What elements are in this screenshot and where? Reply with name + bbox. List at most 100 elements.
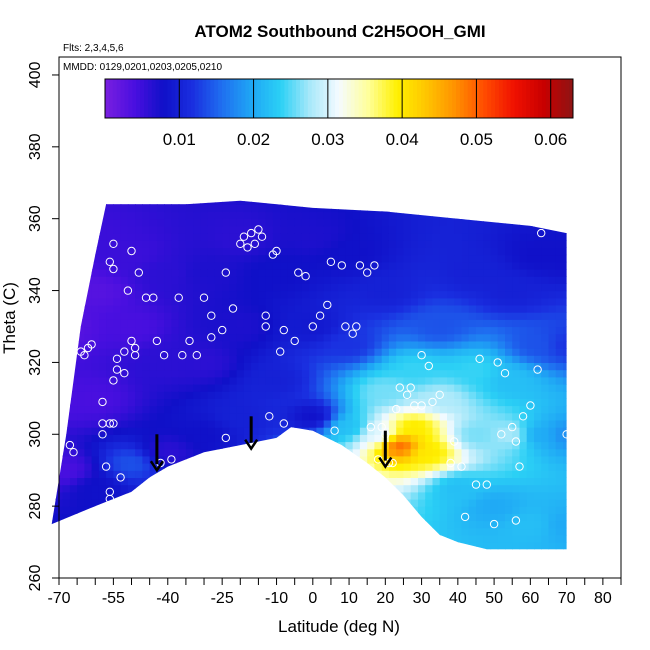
heatmap-cell — [214, 470, 223, 478]
heatmap-cell — [468, 455, 477, 464]
heatmap-cell — [251, 247, 260, 256]
heatmap-cell — [330, 240, 339, 248]
colorbar-swatch — [268, 79, 274, 118]
heatmap-cell — [280, 362, 289, 371]
heatmap-cell — [403, 448, 412, 457]
heatmap-cell — [541, 455, 550, 464]
heatmap-cell — [548, 297, 557, 306]
heatmap-cell — [98, 304, 107, 313]
heatmap-cell — [287, 190, 295, 198]
heatmap-cell — [374, 218, 383, 227]
heatmap-cell — [272, 261, 281, 270]
heatmap-cell — [563, 254, 567, 263]
heatmap-cell — [352, 333, 361, 342]
heatmap-cell — [287, 376, 296, 385]
heatmap-cell — [142, 269, 151, 277]
heatmap-cell — [265, 448, 274, 457]
heatmap-cell — [483, 211, 492, 220]
heatmap-cell — [555, 283, 564, 292]
heatmap-cell — [142, 319, 151, 328]
heatmap-cell — [461, 542, 470, 550]
heatmap-cell — [490, 283, 499, 292]
heatmap-cell — [120, 362, 129, 371]
heatmap-cell — [51, 355, 56, 363]
sample-point — [105, 487, 115, 496]
heatmap-cell — [512, 470, 521, 478]
heatmap-cell — [330, 200, 339, 205]
heatmap-cell — [69, 534, 78, 543]
heatmap-cell — [287, 348, 296, 356]
heatmap-cell — [193, 261, 202, 270]
heatmap-cell — [461, 225, 470, 234]
heatmap-cell — [200, 398, 209, 407]
heatmap-cell — [301, 340, 310, 349]
heatmap-cell — [388, 312, 397, 320]
sample-point — [395, 383, 404, 392]
heatmap-cell — [323, 376, 332, 385]
heatmap-cell — [563, 412, 567, 421]
heatmap-cell — [156, 204, 165, 213]
heatmap-cell — [418, 211, 426, 220]
heatmap-cell — [207, 448, 216, 457]
heatmap-cell — [236, 362, 245, 371]
heatmap-cell — [178, 527, 187, 536]
heatmap-cell — [142, 499, 151, 507]
heatmap-cell — [468, 290, 477, 299]
heatmap-cell — [142, 427, 151, 435]
sample-point — [337, 261, 346, 270]
heatmap-cell — [77, 340, 85, 349]
heatmap-cell — [555, 398, 564, 407]
heatmap-cell — [236, 355, 245, 363]
heatmap-cell — [272, 240, 281, 248]
heatmap-cell — [338, 247, 347, 256]
heatmap-cell — [287, 276, 296, 284]
heatmap-cell — [301, 200, 310, 205]
heatmap-cell — [62, 369, 71, 378]
heatmap-cell — [193, 269, 202, 277]
heatmap-cell — [352, 427, 361, 435]
heatmap-cell — [454, 290, 463, 299]
heatmap-cell — [265, 362, 274, 371]
heatmap-cell — [280, 542, 289, 550]
heatmap-cell — [243, 283, 252, 292]
heatmap-cell — [432, 520, 441, 529]
heatmap-cell — [91, 448, 100, 457]
heatmap-cell — [548, 369, 557, 378]
heatmap-cell — [563, 340, 567, 349]
heatmap-cell — [563, 276, 567, 284]
heatmap-cell — [193, 218, 202, 227]
heatmap-cell — [541, 297, 550, 306]
heatmap-cell — [214, 405, 223, 414]
heatmap-cell — [505, 283, 513, 292]
heatmap-cell — [388, 218, 397, 227]
heatmap-cell — [193, 527, 202, 536]
colorbar-swatch — [124, 79, 129, 118]
heatmap-cell — [251, 398, 260, 407]
heatmap-cell — [127, 427, 136, 435]
heatmap-cell — [243, 412, 252, 421]
heatmap-cell — [534, 405, 542, 414]
x-axis-label: Latitude (deg N) — [278, 617, 400, 636]
heatmap-cell — [135, 405, 143, 414]
heatmap-cell — [243, 304, 252, 313]
heatmap-cell — [526, 427, 535, 435]
heatmap-cell — [461, 276, 470, 284]
heatmap-cell — [207, 304, 216, 313]
heatmap-cell — [98, 348, 107, 356]
heatmap-cell — [301, 513, 310, 522]
heatmap-cell — [534, 333, 542, 342]
heatmap-cell — [526, 290, 535, 299]
heatmap-cell — [447, 304, 455, 313]
heatmap-cell — [272, 427, 281, 435]
sample-point — [366, 422, 375, 432]
heatmap-cell — [374, 190, 382, 198]
heatmap-cell — [468, 470, 477, 478]
heatmap-cell — [106, 362, 114, 371]
heatmap-cell — [323, 463, 332, 471]
heatmap-cell — [200, 340, 209, 349]
heatmap-cell — [454, 254, 463, 263]
heatmap-cell — [51, 484, 56, 493]
heatmap-cell — [229, 247, 238, 256]
heatmap-cell — [273, 190, 281, 198]
heatmap-cell — [519, 312, 528, 320]
